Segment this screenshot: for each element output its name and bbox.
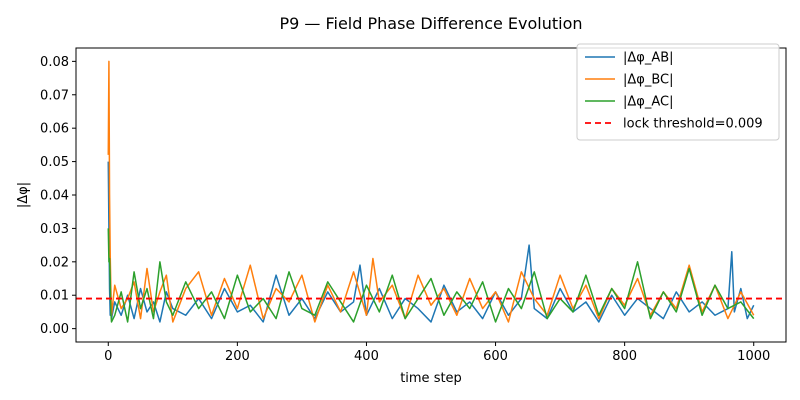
series-line-2 <box>107 60 755 323</box>
legend-label: lock threshold=0.009 <box>623 117 763 132</box>
y-tick-label: 0.04 <box>40 189 69 204</box>
y-tick-label: 0.03 <box>40 222 69 237</box>
legend: |Δφ_AB| |Δφ_BC| |Δφ_AC|lock threshold=0.00… <box>576 43 780 141</box>
y-tick-label: 0.07 <box>40 88 69 103</box>
y-tick-label: 0.06 <box>40 122 69 137</box>
y-tick-label: 0.00 <box>40 322 69 337</box>
y-axis-label: |Δφ| <box>16 182 31 208</box>
series-line-3 <box>107 228 755 323</box>
plot-area <box>76 60 786 323</box>
x-axis-label: time step <box>400 371 462 386</box>
y-tick-label: 0.08 <box>40 55 69 70</box>
x-tick-label: 200 <box>225 349 250 364</box>
y-axis-ticks: 0.00 0.01 0.02 0.03 0.04 0.05 0.06 0.07 0.08 <box>40 55 76 337</box>
y-tick-label: 0.05 <box>40 155 69 170</box>
chart-title: P9 — Field Phase Difference Evolution <box>279 14 582 33</box>
y-tick-label: 0.02 <box>40 255 69 270</box>
x-tick-label: 400 <box>354 349 379 364</box>
x-tick-label: 800 <box>612 349 637 364</box>
legend-box <box>576 43 780 141</box>
legend-label: |Δφ_BC| <box>623 73 674 88</box>
x-tick-label: 1000 <box>737 349 770 364</box>
x-tick-label: 0 <box>104 349 112 364</box>
legend-label: |Δφ_AC| <box>623 95 673 110</box>
x-tick-label: 600 <box>483 349 508 364</box>
legend-label: |Δφ_AB| <box>623 51 674 66</box>
x-axis-ticks: 0 200 400 600 800 1000 <box>104 342 770 364</box>
y-tick-label: 0.01 <box>40 289 69 304</box>
